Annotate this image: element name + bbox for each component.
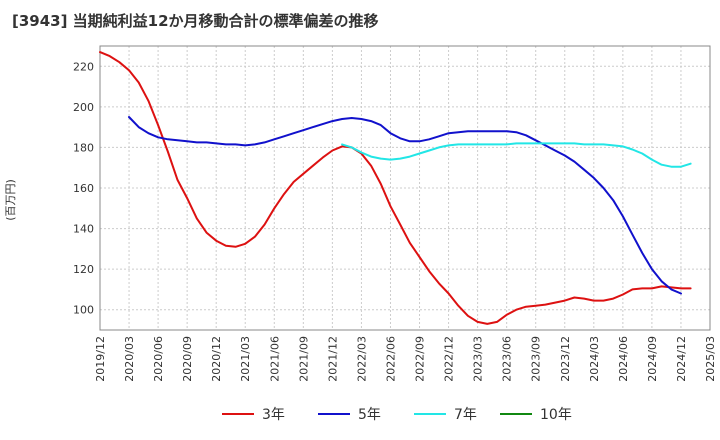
x-tick-label: 2022/12 — [443, 336, 456, 382]
x-tick-label: 2019/12 — [94, 336, 107, 382]
x-tick-label: 2023/06 — [501, 336, 514, 382]
x-tick-label: 2022/03 — [355, 336, 368, 382]
legend-label-1: 3年 — [262, 407, 285, 423]
x-tick-label: 2020/12 — [210, 336, 223, 382]
x-tick-label: 2020/09 — [181, 336, 194, 382]
x-tick-label: 2023/03 — [472, 336, 485, 382]
x-tick-label: 2024/09 — [646, 336, 659, 382]
y-tick-label: 140 — [73, 223, 94, 236]
series-line-2 — [128, 116, 682, 295]
y-axis-label: (百万円) — [4, 179, 17, 221]
y-axis: 100 120 140 160 180 200 220 — [73, 60, 94, 316]
x-tick-label: 2021/12 — [326, 336, 339, 382]
series-line-3 — [341, 142, 692, 168]
x-tick-label: 2024/12 — [675, 336, 688, 382]
y-tick-label: 120 — [73, 263, 94, 276]
series-line-1 — [99, 51, 692, 325]
x-tick-label: 2021/09 — [297, 336, 310, 382]
plot-frame — [99, 45, 711, 331]
x-tick-label: 2023/12 — [559, 336, 572, 382]
y-tick-label: 100 — [73, 304, 94, 317]
x-tick-label: 2023/09 — [530, 336, 543, 382]
x-tick-label: 2020/06 — [152, 336, 165, 382]
x-tick-label: 2020/03 — [123, 336, 136, 382]
x-tick-label: 2022/09 — [414, 336, 427, 382]
y-tick-label: 200 — [73, 101, 94, 114]
y-tick-label: 180 — [73, 141, 94, 154]
y-tick-label: 160 — [73, 182, 94, 195]
legend-label-4: 10年 — [540, 407, 572, 423]
legend-label-3: 7年 — [454, 407, 477, 423]
x-tick-label: 2025/03 — [704, 336, 717, 382]
x-axis: 2019/12 2020/03 2020/06 2020/09 2020/12 2021/… — [94, 336, 717, 382]
x-tick-label: 2024/03 — [588, 336, 601, 382]
x-tick-label: 2024/06 — [617, 336, 630, 382]
y-tick-label: 220 — [73, 60, 94, 73]
legend: 3年 5年 7年 10年 — [222, 407, 572, 423]
x-tick-label: 2022/06 — [384, 336, 397, 382]
series-lines — [99, 51, 692, 325]
legend-label-2: 5年 — [358, 407, 381, 423]
chart-title: [3943] 当期純利益12か月移動合計の標準偏差の推移 — [12, 12, 379, 30]
x-tick-label: 2021/03 — [239, 336, 252, 382]
x-tick-label: 2021/06 — [268, 336, 281, 382]
grid — [99, 46, 711, 330]
